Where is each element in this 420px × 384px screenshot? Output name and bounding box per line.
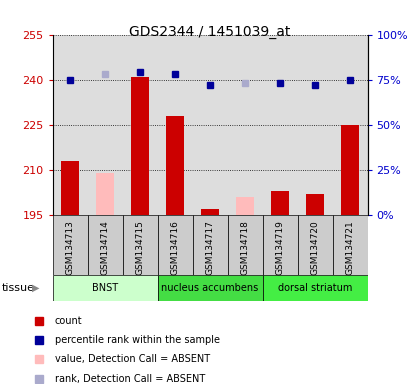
Text: GSM134721: GSM134721 — [346, 220, 354, 275]
Bar — [341, 125, 359, 215]
Text: ▶: ▶ — [32, 283, 39, 293]
FancyBboxPatch shape — [123, 215, 158, 275]
FancyBboxPatch shape — [52, 215, 87, 275]
Text: BNST: BNST — [92, 283, 118, 293]
Bar — [306, 194, 324, 215]
FancyBboxPatch shape — [297, 215, 333, 275]
Bar — [131, 77, 149, 215]
Bar — [236, 197, 254, 215]
Text: GSM134719: GSM134719 — [276, 220, 284, 275]
Text: GDS2344 / 1451039_at: GDS2344 / 1451039_at — [129, 25, 291, 39]
Bar — [61, 161, 79, 215]
Bar — [96, 173, 114, 215]
Text: value, Detection Call = ABSENT: value, Detection Call = ABSENT — [55, 354, 210, 364]
FancyBboxPatch shape — [158, 275, 262, 301]
FancyBboxPatch shape — [87, 215, 123, 275]
Text: GSM134714: GSM134714 — [100, 220, 110, 275]
Text: GSM134715: GSM134715 — [136, 220, 144, 275]
Text: GSM134720: GSM134720 — [310, 220, 320, 275]
Text: tissue: tissue — [2, 283, 35, 293]
Text: GSM134716: GSM134716 — [171, 220, 179, 275]
Text: nucleus accumbens: nucleus accumbens — [161, 283, 259, 293]
Bar — [201, 209, 219, 215]
Bar — [271, 191, 289, 215]
FancyBboxPatch shape — [228, 215, 262, 275]
FancyBboxPatch shape — [333, 215, 368, 275]
Text: count: count — [55, 316, 82, 326]
FancyBboxPatch shape — [262, 275, 368, 301]
FancyBboxPatch shape — [52, 275, 158, 301]
Bar — [166, 116, 184, 215]
FancyBboxPatch shape — [262, 215, 297, 275]
Text: GSM134718: GSM134718 — [241, 220, 249, 275]
Text: percentile rank within the sample: percentile rank within the sample — [55, 335, 220, 345]
FancyBboxPatch shape — [158, 215, 192, 275]
Text: rank, Detection Call = ABSENT: rank, Detection Call = ABSENT — [55, 374, 205, 384]
FancyBboxPatch shape — [192, 215, 228, 275]
Text: GSM134713: GSM134713 — [66, 220, 74, 275]
Text: dorsal striatum: dorsal striatum — [278, 283, 352, 293]
Text: GSM134717: GSM134717 — [205, 220, 215, 275]
